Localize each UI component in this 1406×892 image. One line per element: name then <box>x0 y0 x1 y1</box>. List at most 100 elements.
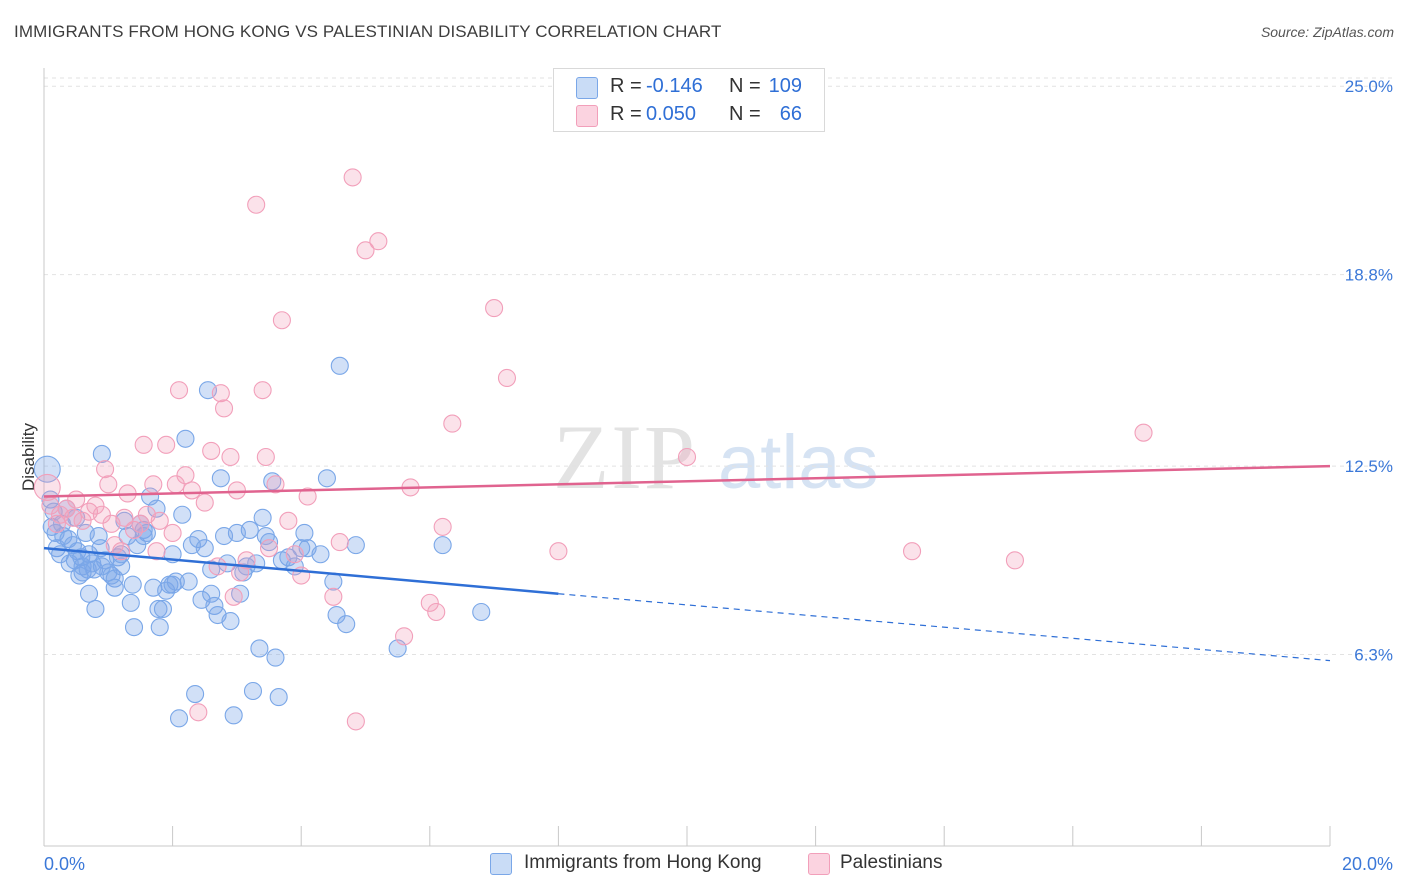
data-point <box>173 505 192 524</box>
data-point <box>112 542 131 561</box>
stats-n-label: N = <box>729 75 761 97</box>
data-point <box>92 444 111 464</box>
data-point <box>272 311 291 330</box>
data-point <box>211 469 230 488</box>
data-point <box>253 381 272 400</box>
trend-line-palestinians <box>43 464 1331 498</box>
y-tick-label: 6.3% <box>1354 646 1393 665</box>
data-point <box>67 490 86 509</box>
data-point <box>144 475 163 494</box>
stats-row-palestinians: R = 0.050 N = 66 <box>554 101 824 129</box>
data-point <box>169 709 189 728</box>
data-point <box>324 572 343 591</box>
data-point <box>163 575 182 594</box>
data-point <box>327 605 346 625</box>
data-point <box>266 475 285 494</box>
data-point <box>157 435 176 454</box>
data-point <box>92 557 111 576</box>
data-point <box>163 523 182 543</box>
data-point <box>221 612 240 631</box>
data-point <box>433 517 452 536</box>
data-point <box>227 481 246 500</box>
data-point <box>208 557 227 576</box>
data-point <box>285 545 304 564</box>
data-point <box>259 539 279 558</box>
watermark-zip: ZIP <box>553 406 697 508</box>
series-palestinians <box>33 168 1153 731</box>
data-point <box>121 593 140 612</box>
data-point <box>266 648 285 667</box>
data-point <box>150 618 169 637</box>
data-point <box>324 587 343 606</box>
data-point <box>259 533 279 552</box>
data-point <box>147 542 166 561</box>
data-point <box>169 381 189 400</box>
data-point <box>902 542 922 561</box>
data-point <box>124 618 144 637</box>
x-tick-label: 0.0% <box>44 854 85 874</box>
y-tick-label: 25.0% <box>1345 77 1393 96</box>
data-point <box>214 399 234 418</box>
data-point <box>149 599 168 619</box>
data-point <box>195 539 214 558</box>
data-point <box>63 508 82 527</box>
y-tick-label: 18.8% <box>1345 266 1393 285</box>
data-point <box>346 712 365 731</box>
data-point <box>73 511 92 530</box>
data-point <box>134 435 153 454</box>
stats-swatch-hong-kong <box>576 77 598 99</box>
data-point <box>549 542 568 561</box>
data-point <box>243 681 263 701</box>
data-point <box>295 523 314 543</box>
legend-swatch-hong-kong <box>490 853 512 875</box>
data-point <box>221 447 240 467</box>
data-point <box>179 572 198 591</box>
data-point <box>472 602 491 622</box>
legend-label-palestinians: Palestinians <box>840 852 943 873</box>
stats-n-value: 66 <box>779 103 802 125</box>
stats-r-value: -0.146 <box>646 75 703 97</box>
data-point <box>150 511 169 530</box>
data-point <box>356 241 375 260</box>
data-point <box>311 545 330 564</box>
data-point <box>427 602 446 622</box>
stats-r-label: R = <box>610 103 642 125</box>
data-point <box>99 475 118 494</box>
stats-n-label: N = <box>729 103 761 125</box>
data-point <box>369 232 388 251</box>
watermark-atlas: atlas <box>718 420 879 505</box>
data-point <box>195 493 214 512</box>
y-axis-label: Disability <box>19 422 38 491</box>
data-point <box>443 414 462 433</box>
data-point <box>343 168 362 187</box>
stats-n-value: 109 <box>768 75 802 97</box>
data-point <box>420 593 439 612</box>
data-point <box>240 520 259 539</box>
data-point <box>247 195 266 214</box>
data-point <box>92 505 111 524</box>
stats-swatch-palestinians <box>576 105 598 127</box>
data-point <box>1134 423 1153 442</box>
data-point <box>395 627 414 646</box>
data-point <box>128 536 147 555</box>
data-point <box>677 447 697 467</box>
data-point <box>131 514 150 533</box>
data-point <box>1005 551 1024 570</box>
data-point <box>33 473 61 501</box>
series-hong-kong <box>33 356 491 728</box>
data-point <box>330 533 349 552</box>
data-point <box>330 356 349 375</box>
data-point <box>253 508 272 527</box>
data-point <box>433 536 452 555</box>
stats-r-label: R = <box>610 75 642 97</box>
trend-line-hong-kong <box>43 546 559 596</box>
data-point <box>176 429 195 448</box>
data-point <box>189 530 208 549</box>
data-point <box>123 575 142 594</box>
data-point <box>105 578 124 597</box>
data-point <box>250 639 269 658</box>
data-point <box>346 536 365 555</box>
data-point <box>96 460 115 479</box>
stats-row-hong-kong: R = -0.146 N = 109 <box>554 73 824 101</box>
